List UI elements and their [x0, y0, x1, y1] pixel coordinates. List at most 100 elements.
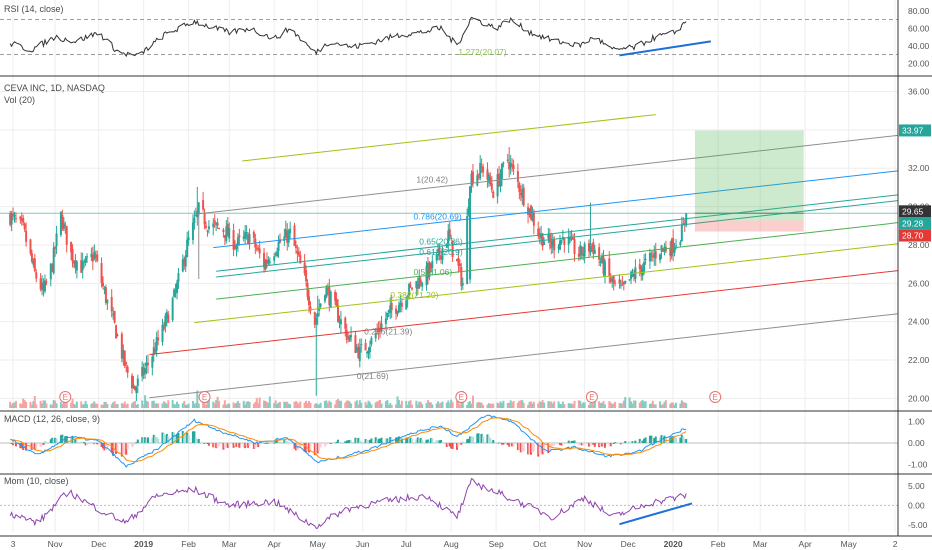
price-pane[interactable]: 1.272(20.07) 1(20.42) 0.786(20.69) 0.65(20.…	[0, 47, 899, 408]
candle-body	[387, 309, 390, 313]
volume-bar	[22, 398, 25, 408]
macd-pane[interactable]	[0, 414, 898, 468]
volume-bar	[609, 402, 612, 408]
candle-body	[490, 183, 493, 190]
volume-bar	[9, 401, 12, 408]
volume-bar	[273, 403, 276, 408]
fib-label: 0.5(21.06)	[413, 267, 452, 277]
volume-bar	[81, 404, 84, 408]
macd-histogram-bar	[592, 443, 595, 445]
earnings-marker-label: E	[202, 393, 207, 402]
candle-body	[583, 243, 586, 257]
candle-body	[30, 253, 33, 262]
volume-bar	[70, 402, 73, 408]
candle-body	[400, 302, 403, 307]
volume-bar	[30, 404, 33, 408]
candle-body	[122, 350, 125, 359]
macd-histogram-bar	[374, 437, 377, 443]
volume-bar	[216, 396, 219, 408]
volume-bar	[247, 401, 250, 408]
macd-histogram-bar	[386, 438, 389, 443]
volume-bar	[376, 401, 379, 408]
momentum-pane[interactable]	[0, 477, 898, 529]
candle-body	[479, 163, 482, 179]
candle-body	[193, 217, 196, 223]
candle-body	[247, 233, 250, 245]
macd-histogram-bar	[500, 443, 503, 445]
volume-bar	[142, 404, 145, 408]
volume-bar	[374, 402, 377, 408]
volume-bar	[186, 404, 189, 408]
candle-body	[94, 254, 97, 258]
candle-body	[202, 200, 205, 210]
candle-body	[171, 298, 174, 321]
price-badge-label: 29.28	[902, 218, 924, 228]
macd-histogram-bar	[49, 439, 52, 443]
candle-body	[632, 274, 635, 277]
candle-body	[226, 223, 229, 237]
macd-histogram-bar	[335, 441, 338, 443]
volume-bar	[405, 400, 408, 408]
volume-bar	[335, 400, 338, 408]
fib-label: 0.618(20.9)	[419, 247, 463, 257]
volume-bar	[306, 402, 309, 408]
fib-label: 1(20.42)	[416, 175, 448, 185]
volume-bar	[563, 404, 566, 408]
volume-bar	[303, 402, 306, 408]
macd-histogram-bar	[186, 432, 189, 443]
volume-bar	[41, 403, 44, 408]
volume-bar	[334, 404, 337, 408]
volume-bar	[425, 402, 428, 408]
candle-body	[437, 249, 440, 254]
price-tick-label: 20.00	[908, 393, 930, 403]
macd-histogram-bar	[294, 443, 297, 451]
candle-body	[207, 226, 210, 230]
volume-bar	[59, 402, 62, 408]
volume-bar	[194, 402, 197, 408]
candle-body	[39, 278, 42, 290]
momentum-tick-label: 0.00	[908, 500, 925, 510]
volume-bar	[197, 403, 200, 408]
volume-bar	[540, 402, 543, 408]
candle-body	[540, 233, 543, 239]
candle-body	[337, 305, 340, 322]
candle-body	[518, 182, 521, 192]
rsi-pane[interactable]	[0, 16, 898, 58]
macd-histogram-bar	[112, 443, 115, 456]
candle-body	[466, 216, 469, 285]
candle-body	[541, 233, 544, 247]
macd-histogram-bar	[355, 439, 358, 443]
volume-bar	[395, 404, 398, 408]
macd-histogram-bar	[194, 437, 197, 443]
macd-histogram-bar	[609, 443, 612, 447]
macd-histogram-bar	[142, 438, 145, 443]
candle-body	[553, 239, 556, 251]
volume-bar	[638, 402, 641, 408]
candle-body	[653, 253, 656, 258]
candle-body	[631, 273, 634, 275]
candle-body	[212, 223, 215, 228]
volume-bar	[205, 404, 208, 408]
volume-bar	[651, 400, 654, 408]
volume-bar	[519, 400, 522, 408]
macd-histogram-bar	[672, 436, 675, 443]
macd-histogram-bar	[104, 443, 107, 451]
candle-body	[293, 225, 296, 246]
candle-body	[624, 280, 627, 284]
macd-histogram-bar	[25, 443, 28, 451]
macd-histogram-bar	[598, 443, 601, 448]
macd-histogram-bar	[122, 443, 125, 455]
price-badge: 29.65	[899, 205, 931, 218]
volume-bar	[120, 403, 123, 408]
macd-histogram-bar	[632, 441, 635, 443]
volume-bar	[435, 403, 438, 408]
volume-bar	[632, 400, 635, 408]
macd-histogram-bar	[235, 443, 238, 447]
rsi-title: RSI (14, close)	[4, 4, 64, 14]
candle-body	[577, 253, 580, 257]
volume-bar	[450, 399, 453, 408]
volume-bar	[661, 404, 664, 408]
candle-body	[13, 215, 16, 217]
macd-histogram-bar	[14, 443, 17, 447]
